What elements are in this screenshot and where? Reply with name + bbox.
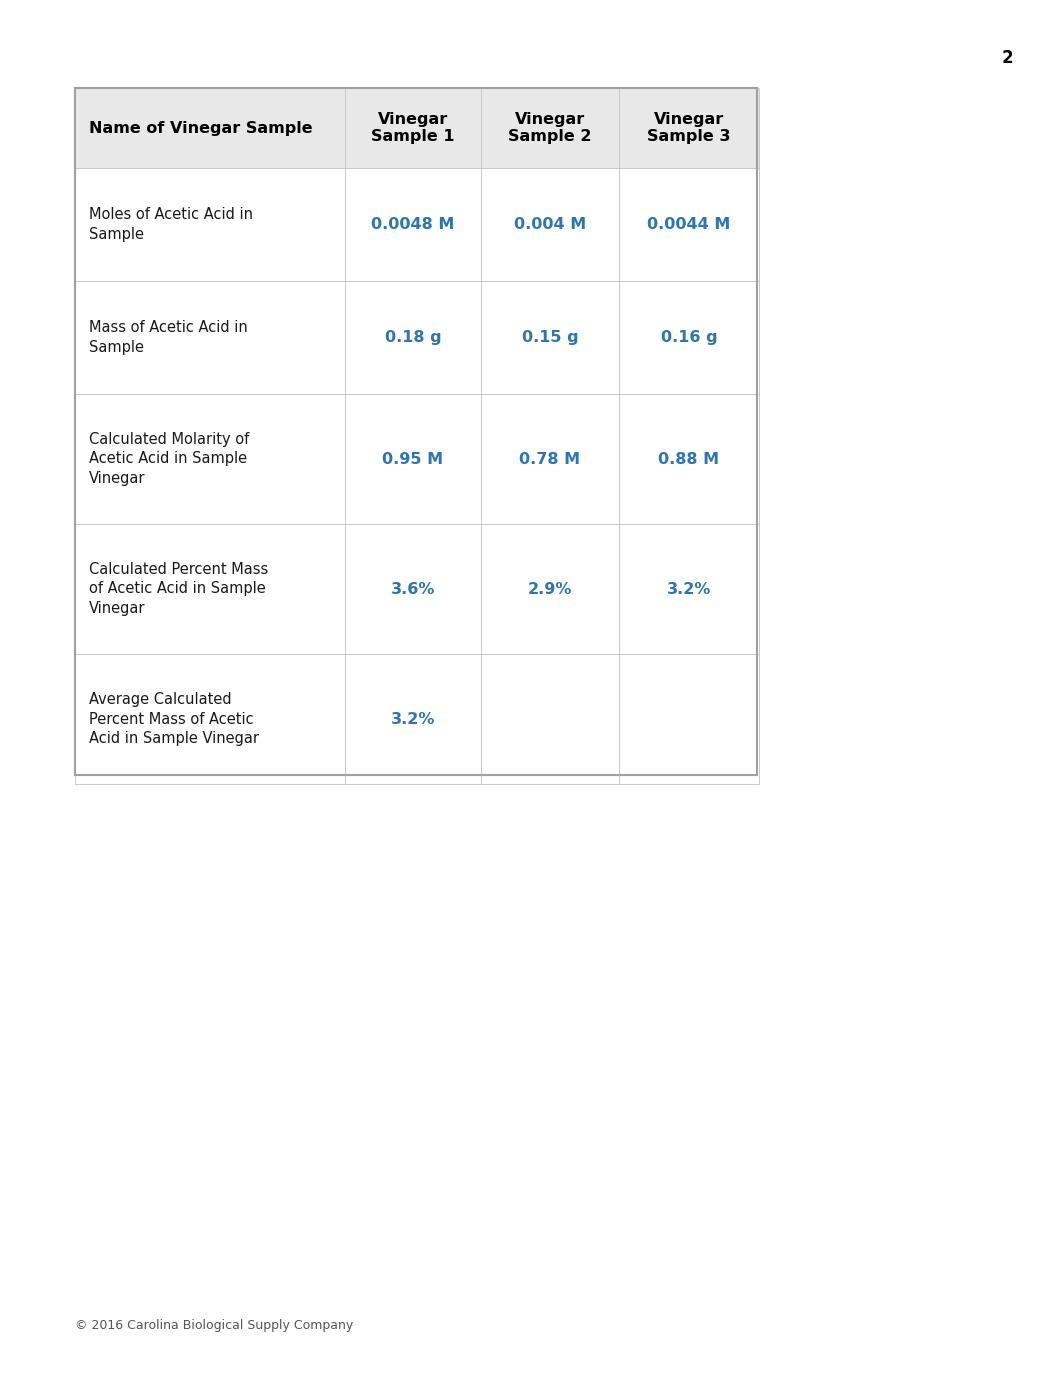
Bar [619, 654, 759, 784]
Bar [345, 281, 481, 394]
Bar [481, 394, 619, 525]
Bar [345, 525, 481, 654]
Bar [75, 394, 345, 525]
Bar [481, 168, 619, 281]
Text: 0.004 M: 0.004 M [514, 218, 586, 231]
Text: 2.9%: 2.9% [528, 581, 572, 596]
Bar [345, 168, 481, 281]
Text: 0.88 M: 0.88 M [658, 452, 720, 467]
Bar [345, 654, 481, 784]
Text: 3.2%: 3.2% [667, 581, 712, 596]
Bar [75, 88, 757, 775]
Text: © 2016 Carolina Biological Supply Company: © 2016 Carolina Biological Supply Compan… [75, 1319, 354, 1332]
Text: 3.2%: 3.2% [391, 712, 435, 727]
Bar [75, 654, 345, 784]
Text: 0.16 g: 0.16 g [661, 330, 717, 346]
Text: 2: 2 [1001, 50, 1013, 67]
Text: 0.18 g: 0.18 g [384, 330, 442, 346]
Text: 0.0048 M: 0.0048 M [372, 218, 455, 231]
Bar [619, 168, 759, 281]
Text: Mass of Acetic Acid in
Sample: Mass of Acetic Acid in Sample [89, 319, 247, 355]
Bar [481, 654, 619, 784]
Text: Calculated Molarity of
Acetic Acid in Sample
Vinegar: Calculated Molarity of Acetic Acid in Sa… [89, 432, 250, 486]
Text: Calculated Percent Mass
of Acetic Acid in Sample
Vinegar: Calculated Percent Mass of Acetic Acid i… [89, 562, 269, 617]
Bar [619, 525, 759, 654]
Bar [619, 394, 759, 525]
Text: Name of Vinegar Sample: Name of Vinegar Sample [89, 121, 312, 135]
Bar [481, 88, 619, 168]
Text: 0.78 M: 0.78 M [519, 452, 581, 467]
Bar [481, 525, 619, 654]
Text: Vinegar
Sample 1: Vinegar Sample 1 [372, 112, 455, 145]
Text: 0.15 g: 0.15 g [521, 330, 579, 346]
Bar [619, 88, 759, 168]
Bar [75, 168, 345, 281]
Text: Vinegar
Sample 3: Vinegar Sample 3 [647, 112, 731, 145]
Bar [345, 88, 481, 168]
Text: 3.6%: 3.6% [391, 581, 435, 596]
Bar [75, 281, 345, 394]
Bar [481, 281, 619, 394]
Bar [619, 281, 759, 394]
Text: Moles of Acetic Acid in
Sample: Moles of Acetic Acid in Sample [89, 207, 253, 242]
Bar [75, 525, 345, 654]
Text: Vinegar
Sample 2: Vinegar Sample 2 [509, 112, 592, 145]
Text: 0.0044 M: 0.0044 M [648, 218, 731, 231]
Text: 0.95 M: 0.95 M [382, 452, 444, 467]
Text: Average Calculated
Percent Mass of Acetic
Acid in Sample Vinegar: Average Calculated Percent Mass of Aceti… [89, 691, 259, 746]
Bar [75, 88, 345, 168]
Bar [345, 394, 481, 525]
